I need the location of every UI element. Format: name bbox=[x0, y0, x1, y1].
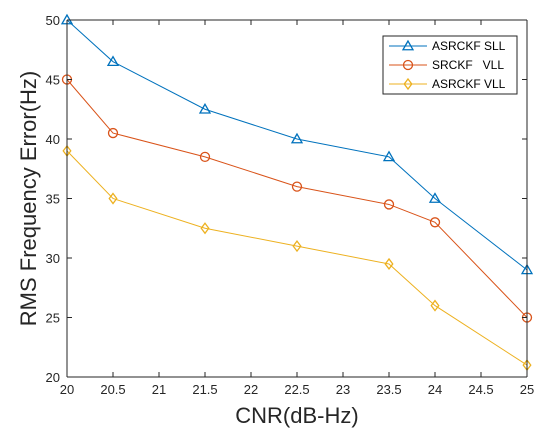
series-line-2 bbox=[66, 79, 528, 318]
y-axis-title: RMS Frequency Error(Hz) bbox=[16, 71, 41, 326]
x-tick-label-8: 23.5 bbox=[376, 382, 401, 397]
series-1-point-5 bbox=[382, 150, 396, 162]
series-line-3 bbox=[66, 150, 528, 366]
y-tick-label-1: 20 bbox=[46, 370, 60, 385]
x-tick-label-5: 22 bbox=[244, 382, 258, 397]
x-tick-label-6: 22.5 bbox=[284, 382, 309, 397]
legend: ASRCKF SLL SRCKF VLL ASRCKF VLL bbox=[382, 35, 518, 95]
legend-marker-2 bbox=[402, 59, 414, 71]
x-tick-label-10: 24.5 bbox=[468, 382, 493, 397]
series-2-point-3 bbox=[199, 151, 211, 163]
series-3-point-3 bbox=[200, 222, 210, 235]
legend-label-3: ASRCKF VLL bbox=[432, 77, 506, 91]
series-3-point-2 bbox=[108, 192, 118, 205]
x-tick-label-1: 20 bbox=[60, 382, 74, 397]
y-tick-label-7: 50 bbox=[46, 13, 60, 28]
y-tick-label-6: 45 bbox=[46, 73, 60, 88]
series-1-point-4 bbox=[290, 132, 304, 144]
series-1-point-3 bbox=[198, 102, 212, 114]
legend-marker-1 bbox=[401, 39, 415, 51]
x-tick-label-11: 25 bbox=[520, 382, 534, 397]
y-tick-label-3: 30 bbox=[46, 251, 60, 266]
y-tick-label-5: 40 bbox=[46, 132, 60, 147]
series-2-point-2 bbox=[107, 127, 119, 139]
legend-marker-3 bbox=[403, 77, 413, 91]
series-line-1 bbox=[66, 19, 528, 271]
y-tick-label-2: 25 bbox=[46, 311, 60, 326]
series-1-point-6 bbox=[428, 192, 442, 203]
legend-label-1: ASRCKF SLL bbox=[432, 39, 506, 53]
series-2-point-6 bbox=[429, 217, 441, 228]
x-tick-label-9: 24 bbox=[428, 382, 442, 397]
series-3-point-5 bbox=[384, 257, 394, 271]
series-2-point-4 bbox=[291, 181, 303, 192]
x-tick-label-3: 21 bbox=[152, 382, 166, 397]
x-tick-label-2: 20.5 bbox=[100, 382, 125, 397]
legend-label-2: SRCKF VLL bbox=[432, 58, 504, 72]
x-tick-label-7: 23 bbox=[336, 382, 350, 397]
series-1-point-2 bbox=[106, 55, 120, 67]
x-tick-label-4: 21.5 bbox=[192, 382, 217, 397]
y-tick-label-4: 35 bbox=[46, 192, 60, 207]
series-2-point-5 bbox=[383, 199, 395, 210]
series-3-point-4 bbox=[292, 240, 302, 253]
ticks-layer: 20 20.5 21 21.5 22 22.5 23 23.5 24 24.5 25 20 25 30 35… bbox=[46, 13, 535, 397]
x-axis-title: CNR(dB-Hz) bbox=[235, 403, 358, 428]
series-3-point-6 bbox=[430, 299, 440, 312]
